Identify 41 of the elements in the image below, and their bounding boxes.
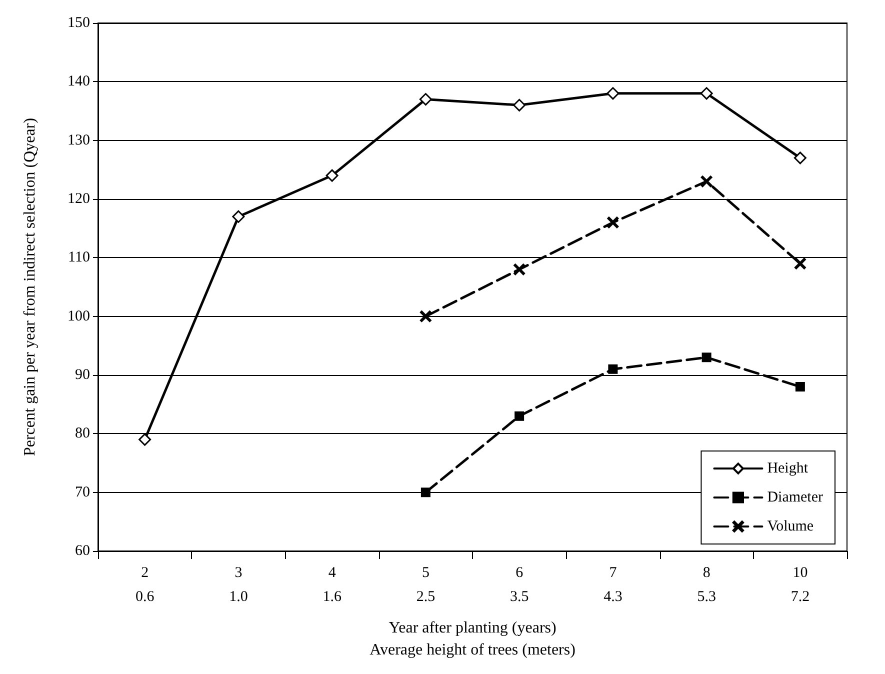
point — [606, 87, 620, 100]
y-tick-label: 90 — [75, 367, 90, 383]
point — [702, 352, 712, 362]
y-axis-title: Percent gain per year from indirect selection (Qyear) — [22, 118, 38, 456]
point — [700, 176, 712, 188]
x-tick-label: 6 3.5 — [510, 565, 529, 605]
legend-label: Height — [767, 460, 809, 476]
legend-label: Diameter — [767, 490, 824, 506]
point — [420, 488, 430, 498]
x-tick-label: 4 1.6 — [322, 565, 342, 605]
point — [607, 216, 619, 228]
y-tick-label: 150 — [68, 15, 90, 31]
point — [794, 258, 806, 270]
point — [794, 152, 806, 164]
x-tick-label: 5 2.5 — [416, 565, 436, 605]
x-axis-title: Year after planting (years) Average height of trees (meters) — [370, 620, 576, 658]
x-tick-label: 8 5.3 — [697, 565, 716, 605]
point — [514, 411, 524, 421]
point — [419, 93, 432, 106]
y-tick-label: 120 — [68, 191, 90, 207]
y-tick-label: 60 — [75, 543, 90, 559]
x-tick-label: 10 7.2 — [790, 565, 810, 605]
point — [514, 264, 526, 276]
point — [608, 364, 618, 374]
y-tick-label: 100 — [68, 308, 90, 324]
point — [138, 433, 152, 446]
x-tick-label: 2 0.6 — [135, 565, 155, 605]
point — [420, 310, 432, 322]
x-tick-label: 3 1.0 — [229, 565, 248, 605]
y-tick-label: 80 — [75, 426, 90, 442]
y-tick-label: 110 — [68, 250, 90, 266]
point — [700, 87, 713, 100]
point — [795, 382, 805, 392]
point — [232, 210, 245, 223]
point — [326, 169, 338, 182]
point — [513, 98, 526, 112]
y-tick-label: 70 — [75, 484, 90, 500]
y-tick-label: 140 — [68, 74, 90, 90]
legend-label: Volume — [767, 518, 814, 534]
x-tick-label: 7 4.3 — [604, 565, 622, 605]
y-tick-label: 130 — [68, 132, 90, 148]
